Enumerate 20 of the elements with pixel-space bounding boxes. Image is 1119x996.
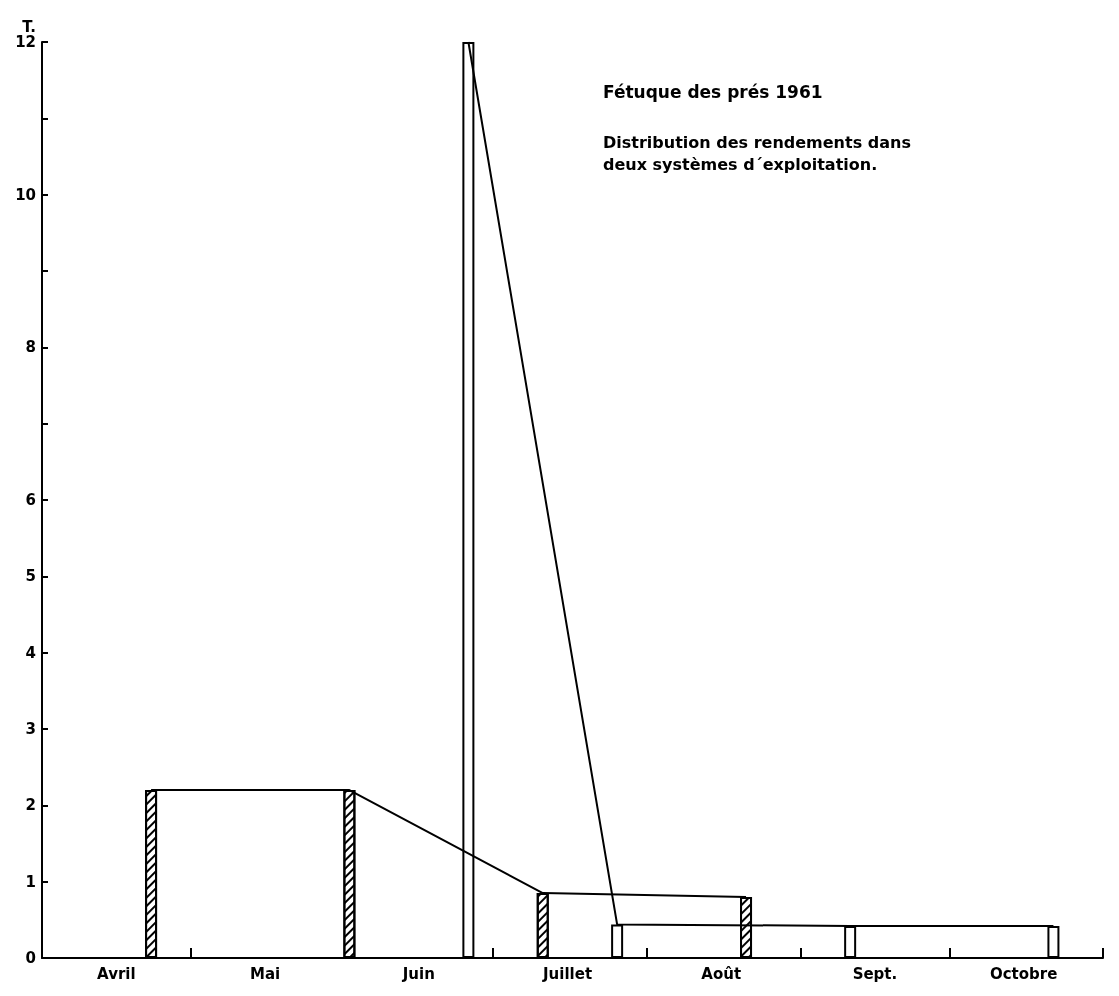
x-tick-label: Octobre — [989, 964, 1058, 983]
y-axis-title: T. — [22, 17, 36, 36]
y-tick-label: 0 — [25, 949, 36, 967]
x-tick-label: Mai — [250, 964, 281, 983]
x-tick-label: Juillet — [542, 964, 593, 983]
x-tick-label: Avril — [97, 964, 136, 983]
y-tick-label: 2 — [25, 796, 36, 815]
y-tick-label: 3 — [25, 720, 36, 738]
x-tick-label: Août — [701, 964, 742, 983]
y-tick-label: 4 — [25, 643, 36, 662]
x-tick-label: Sept. — [852, 964, 898, 983]
y-tick-label: 8 — [25, 338, 36, 357]
y-tick-label: 10 — [15, 185, 36, 204]
x-tick-label: Juin — [401, 964, 435, 983]
y-tick-label: 6 — [25, 491, 36, 509]
text: Fétuque des prés 1961 — [603, 81, 823, 102]
y-tick-label: 1 — [25, 872, 36, 891]
text: Distribution des rendements dans deux systèmes d´exploitation. — [603, 132, 911, 174]
y-tick-label: 12 — [15, 33, 36, 51]
y-tick-label: 5 — [25, 567, 36, 586]
